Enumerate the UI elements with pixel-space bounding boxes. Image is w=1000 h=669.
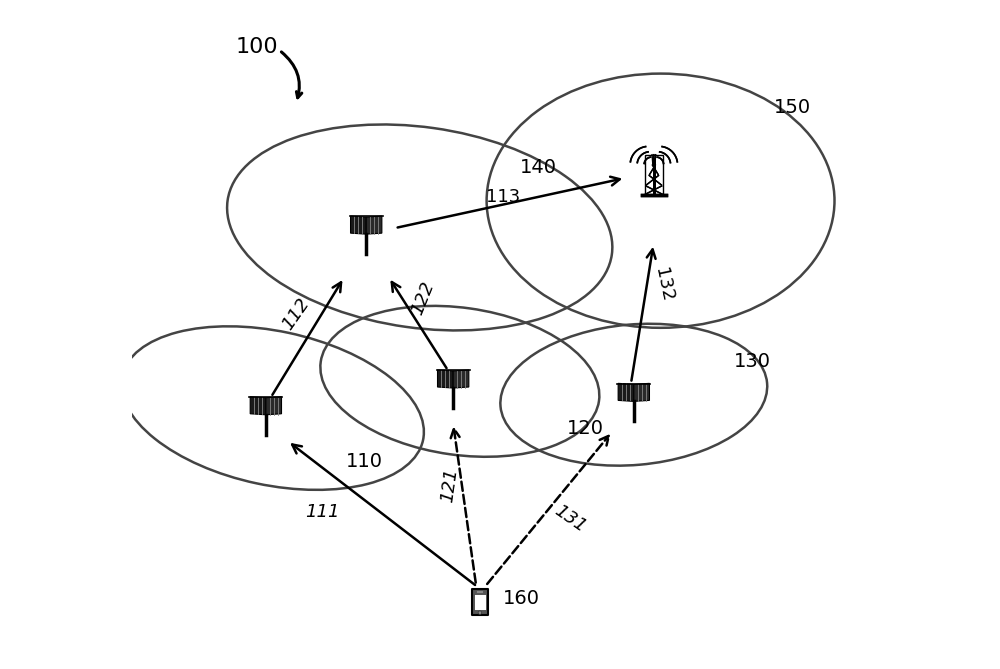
- Polygon shape: [266, 397, 282, 415]
- Text: 111: 111: [305, 503, 340, 520]
- Bar: [472, 589, 488, 615]
- Text: 110: 110: [346, 452, 383, 471]
- Polygon shape: [634, 383, 649, 401]
- Text: 130: 130: [734, 352, 771, 371]
- Text: 131: 131: [551, 501, 590, 536]
- Text: 121: 121: [439, 467, 461, 503]
- Polygon shape: [250, 397, 266, 415]
- Text: 122: 122: [408, 278, 438, 317]
- Text: 113: 113: [486, 189, 520, 206]
- Text: 140: 140: [520, 158, 557, 177]
- Bar: [474, 594, 486, 610]
- Polygon shape: [366, 216, 382, 234]
- Polygon shape: [351, 216, 366, 234]
- Text: 100: 100: [236, 37, 278, 57]
- Polygon shape: [618, 383, 634, 401]
- Polygon shape: [453, 370, 469, 388]
- Circle shape: [478, 611, 482, 614]
- Text: 112: 112: [279, 295, 313, 334]
- Text: 120: 120: [567, 419, 604, 438]
- Text: 132: 132: [652, 266, 676, 303]
- Polygon shape: [438, 370, 453, 388]
- Bar: [645, 155, 663, 195]
- Text: 160: 160: [503, 589, 540, 608]
- Text: 150: 150: [774, 98, 811, 116]
